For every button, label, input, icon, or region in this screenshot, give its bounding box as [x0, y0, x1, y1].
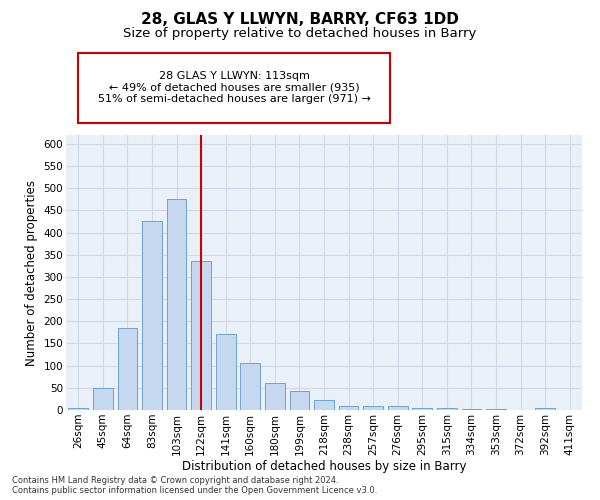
Bar	[388, 406, 407, 410]
Text: Size of property relative to detached houses in Barry: Size of property relative to detached ho…	[124, 28, 476, 40]
Y-axis label: Number of detached properties: Number of detached properties	[25, 180, 38, 366]
Bar	[412, 408, 432, 410]
Bar	[314, 400, 334, 410]
Bar	[93, 388, 113, 410]
Bar	[191, 262, 211, 410]
Text: 28 GLAS Y LLWYN: 113sqm
← 49% of detached houses are smaller (935)
51% of semi-d: 28 GLAS Y LLWYN: 113sqm ← 49% of detache…	[98, 71, 370, 104]
Bar	[167, 200, 187, 410]
Bar	[241, 362, 260, 410]
Bar	[290, 391, 309, 410]
Text: 28, GLAS Y LLWYN, BARRY, CF63 1DD: 28, GLAS Y LLWYN, BARRY, CF63 1DD	[141, 12, 459, 28]
Text: Contains HM Land Registry data © Crown copyright and database right 2024.
Contai: Contains HM Land Registry data © Crown c…	[12, 476, 377, 495]
Bar	[535, 408, 555, 410]
Bar	[216, 334, 236, 410]
Bar	[437, 408, 457, 410]
X-axis label: Distribution of detached houses by size in Barry: Distribution of detached houses by size …	[182, 460, 466, 473]
Bar	[118, 328, 137, 410]
Bar	[461, 409, 481, 410]
Bar	[486, 409, 506, 410]
Bar	[142, 222, 162, 410]
Bar	[68, 408, 88, 410]
Bar	[265, 384, 284, 410]
Bar	[364, 406, 383, 410]
Bar	[339, 406, 358, 410]
